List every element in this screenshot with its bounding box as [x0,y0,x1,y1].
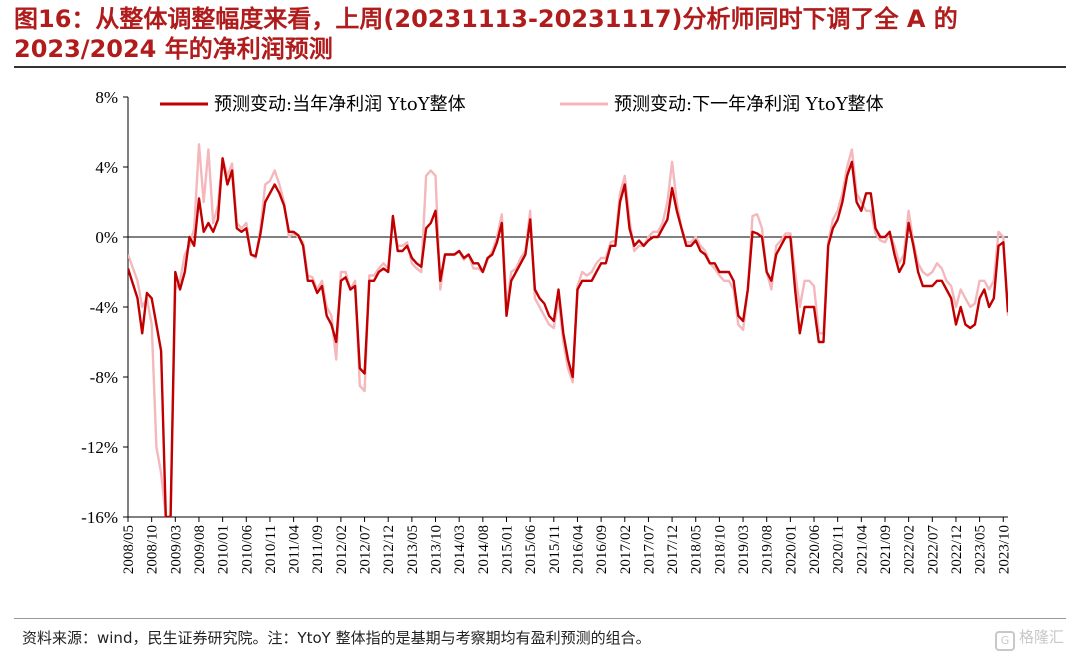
x-tick-label: 2012/02 [334,525,350,574]
page-title: 图16：从整体调整幅度来看，上周(20231113-20231117)分析师同时… [14,5,958,63]
x-tick-label: 2021/04 [854,525,870,575]
x-tick-label: 2015/01 [499,525,515,574]
y-tick-label: 8% [95,88,118,107]
x-tick-label: 2021/09 [878,525,894,574]
x-tick-label: 2016/09 [594,525,610,574]
x-tick-label: 2018/10 [712,525,728,574]
x-tick-label: 2010/06 [239,525,255,575]
x-tick-label: 2008/05 [121,525,137,574]
x-tick-label: 2017/02 [618,525,634,574]
x-tick-label: 2020/06 [807,525,823,575]
x-tick-label: 2010/11 [263,525,279,574]
x-tick-label: 2012/07 [358,525,374,575]
x-tick-label: 2013/05 [405,525,421,574]
x-tick-label: 2023/10 [996,525,1012,574]
x-tick-label: 2020/11 [831,525,847,574]
x-tick-label: 2014/08 [476,525,492,574]
x-tick-label: 2017/07 [641,525,657,575]
x-tick-label: 2011/04 [287,525,303,574]
title-divider [14,66,1066,68]
series-line-current-year [128,157,1008,517]
series-layer [128,143,1008,517]
y-tick-label: -16% [81,508,118,527]
x-tick-label: 2009/03 [168,525,184,574]
legend-label-current-year: 预测变动:当年净利润 YtoY整体 [214,94,466,115]
x-tick-label: 2015/11 [547,525,563,574]
x-tick-label: 2015/06 [523,525,539,575]
x-tick-label: 2022/07 [925,525,941,575]
x-tick-label: 2022/12 [949,525,965,574]
line-chart: 8% 4% 0% -4% -8% -12% -16% 2008/05 2008/10 2009/… [81,88,1012,574]
x-tick-label: 2010/01 [216,525,232,574]
x-tick-label: 2019/08 [760,525,776,574]
x-tick-label: 2018/05 [689,525,705,574]
x-tick-label: 2014/03 [452,525,468,574]
y-tick-label: -4% [90,298,118,317]
source-divider [14,618,1066,619]
legend-label-next-year: 预测变动:下一年净利润 YtoY整体 [614,94,884,115]
x-axis: 2008/05 2008/10 2009/03 2009/08 2010/01 2010/… [121,517,1012,574]
x-tick-label: 2022/02 [902,525,918,574]
x-tick-label: 2017/12 [665,525,681,574]
x-tick-label: 2012/12 [381,525,397,574]
legend: 预测变动:当年净利润 YtoY整体 预测变动:下一年净利润 YtoY整体 [160,94,884,115]
x-tick-label: 2013/10 [429,525,445,574]
x-tick-label: 2016/04 [570,525,586,575]
watermark: G 格隆汇 [994,626,1064,651]
x-tick-label: 2020/01 [783,525,799,574]
x-tick-label: 2019/03 [736,525,752,574]
x-tick-label: 2011/09 [310,525,326,574]
plot-area [127,97,1008,518]
series-line-next-year [128,143,1008,517]
x-tick-label: 2008/10 [145,525,161,574]
y-tick-label: -12% [81,438,118,457]
source-note: 资料来源：wind，民生证券研究院。注：YtoY 整体指的是基期与考察期均有盈利… [22,629,651,647]
x-tick-label: 2023/05 [973,525,989,574]
watermark-logo-icon: G [994,631,1015,651]
y-tick-label: 4% [95,158,118,177]
y-axis: 8% 4% 0% -4% -8% -12% -16% [81,88,128,527]
y-tick-label: 0% [95,228,118,247]
x-tick-label: 2009/08 [192,525,208,574]
y-tick-label: -8% [90,368,118,387]
watermark-text: 格隆汇 [1018,628,1064,646]
